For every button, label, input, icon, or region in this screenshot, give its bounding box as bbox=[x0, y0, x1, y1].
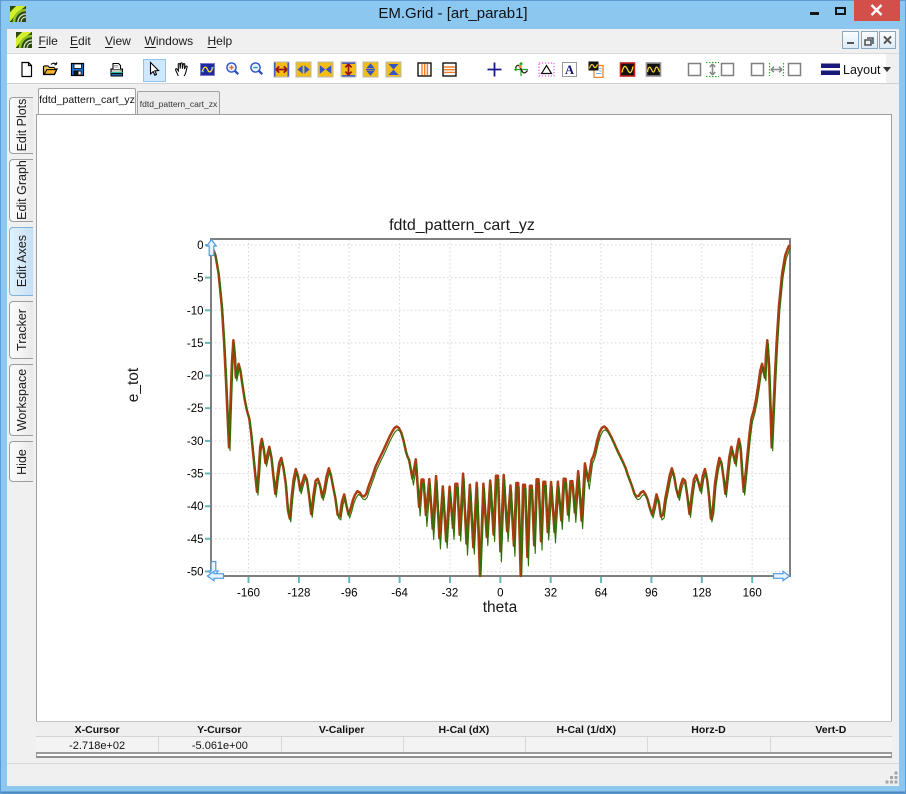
svg-text:-5: -5 bbox=[193, 273, 203, 285]
svg-text:-20: -20 bbox=[187, 371, 204, 383]
svg-text:A: A bbox=[565, 63, 574, 77]
svg-text:32: 32 bbox=[544, 588, 557, 600]
svg-text:-50: -50 bbox=[187, 567, 204, 579]
svg-text:96: 96 bbox=[645, 588, 658, 600]
svg-text:-35: -35 bbox=[187, 469, 204, 481]
svg-text:-160: -160 bbox=[237, 588, 260, 600]
svg-text:theta: theta bbox=[483, 599, 518, 616]
svg-text:0: 0 bbox=[197, 240, 203, 252]
svg-text:-128: -128 bbox=[287, 588, 310, 600]
svg-text:-32: -32 bbox=[442, 588, 459, 600]
svg-text:64: 64 bbox=[595, 588, 608, 600]
svg-text:128: 128 bbox=[692, 588, 711, 600]
svg-text:-96: -96 bbox=[341, 588, 358, 600]
svg-text:fdtd_pattern_cart_yz: fdtd_pattern_cart_yz bbox=[389, 217, 535, 234]
svg-text:-30: -30 bbox=[187, 436, 204, 448]
svg-text:0: 0 bbox=[497, 588, 503, 600]
svg-text:-64: -64 bbox=[391, 588, 408, 600]
svg-text:-40: -40 bbox=[187, 501, 204, 513]
svg-text:e_tot: e_tot bbox=[125, 367, 142, 402]
svg-text:-25: -25 bbox=[187, 403, 204, 415]
svg-text:-45: -45 bbox=[187, 534, 204, 546]
svg-text:160: 160 bbox=[743, 588, 762, 600]
svg-text:-10: -10 bbox=[187, 305, 204, 317]
svg-text:-15: -15 bbox=[187, 338, 204, 350]
